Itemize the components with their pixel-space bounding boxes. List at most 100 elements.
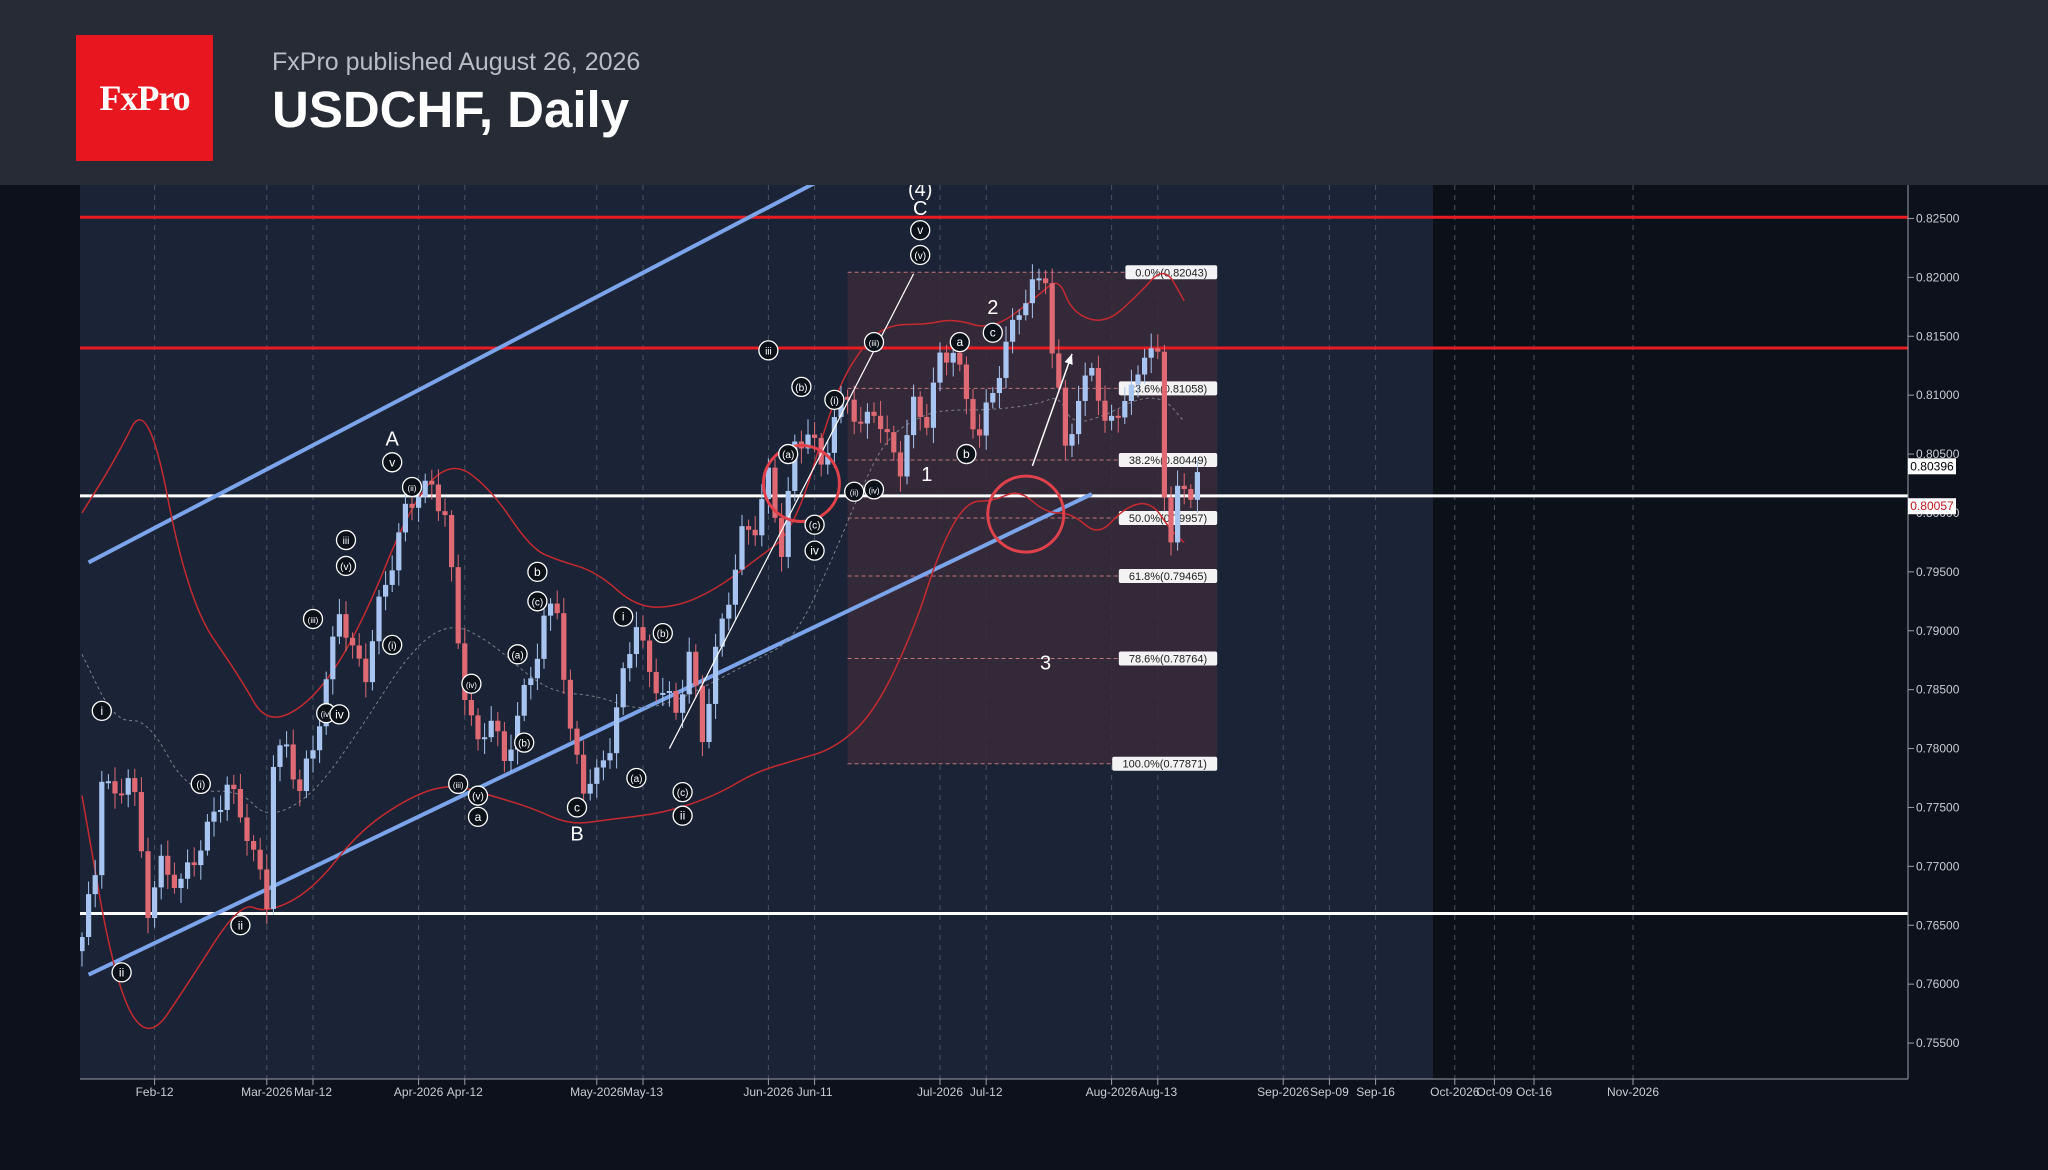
wave-label-circle (467, 806, 489, 828)
wave-label-circle (910, 244, 931, 266)
candle-body (554, 603, 560, 614)
candle-body (1023, 303, 1029, 316)
wave-label-circle (758, 340, 779, 361)
wave-label: c (574, 800, 580, 814)
candle-body (996, 377, 1002, 394)
wave-label-circle (329, 704, 350, 725)
x-tick-label: Apr-12 (447, 1085, 483, 1099)
candle-body (152, 887, 158, 919)
wave-label: (c) (809, 521, 821, 532)
candle-body (204, 821, 210, 851)
candle-body (409, 503, 415, 508)
candle-body (977, 429, 983, 436)
fibonacci-label-box (1118, 511, 1218, 526)
candle-body (911, 396, 917, 436)
candle-body (660, 692, 666, 695)
candle-body (475, 715, 481, 740)
candle-body (330, 636, 336, 680)
trend-zone (80, 185, 1433, 1079)
wave-label-circle (672, 781, 693, 803)
candle-body (317, 726, 323, 751)
x-tick-label: May-13 (623, 1085, 663, 1099)
wave-label: v (389, 455, 395, 469)
wave-label: ii (119, 965, 124, 979)
candle-body (284, 744, 290, 747)
wave-label: a (475, 810, 482, 824)
wave-label: a (956, 335, 963, 349)
y-tick-label: 0.82000 (1916, 270, 1960, 284)
candle-body (765, 467, 771, 500)
candle-body (627, 654, 633, 669)
candle-body (211, 811, 217, 822)
candle-body (237, 789, 243, 818)
candle-body (165, 855, 171, 875)
candle-body (1142, 357, 1148, 375)
candle-body (198, 850, 204, 866)
wave-label: c (990, 326, 996, 340)
wave-label: (v) (914, 251, 926, 262)
price-chart[interactable]: 0.0%(0.82043) 23.6%(0.81058) 38.2%(0.80449… (0, 185, 2048, 1170)
candle-body (897, 452, 903, 477)
candle-body (574, 728, 580, 755)
candle-body (614, 707, 620, 754)
wave-label-circle (507, 644, 528, 665)
candle-body (231, 784, 237, 790)
candle-body (719, 618, 725, 647)
fibonacci-label-box (1118, 568, 1218, 583)
candle-body (495, 720, 501, 732)
candle-body (383, 584, 389, 597)
candle-body (1168, 497, 1174, 543)
wave-label: ii (680, 809, 685, 823)
candle-body (1181, 485, 1187, 490)
candle-body (1122, 401, 1128, 418)
candle-body (1069, 434, 1075, 446)
candle-body (950, 352, 956, 363)
candle-body (218, 809, 224, 812)
fibonacci-label: 61.8%(0.79465) (1129, 571, 1207, 583)
candle-body (541, 615, 547, 659)
candle-body (442, 511, 448, 516)
candle-body (119, 793, 125, 796)
wave-label: (iii) (869, 339, 880, 348)
x-tick-label: Jul-12 (970, 1085, 1003, 1099)
candle-body (567, 679, 573, 729)
wave-label-circle (111, 962, 132, 983)
wave-label-circle (982, 322, 1003, 343)
wave-label-circle (527, 561, 548, 583)
candle-body (462, 643, 468, 700)
wave-label: (iii) (453, 781, 464, 790)
wave-label: (i) (196, 780, 205, 791)
candle-body (831, 417, 837, 453)
fibonacci-label: 0.0%(0.82043) (1135, 267, 1207, 279)
candle-body (449, 515, 455, 568)
candle-body (270, 766, 276, 909)
candle-body (858, 421, 864, 424)
fibonacci-label: 23.6%(0.81058) (1129, 383, 1207, 395)
candle-body (620, 668, 626, 708)
candle-body (1043, 278, 1049, 284)
wave-label-circle (824, 389, 845, 411)
candle-body (699, 685, 705, 743)
wave-labels: iii(i)ii(iii)(iv) iviii(v)(i)vA(ii)(iii)(… (91, 185, 1051, 983)
candle-body (746, 526, 752, 530)
fibonacci-label-box (1118, 651, 1218, 666)
candle-body (851, 399, 857, 422)
wave-label: iii (765, 346, 772, 357)
candle-body (640, 627, 646, 641)
x-tick-label: Jul-2026 (917, 1085, 963, 1099)
candle-body (1010, 319, 1016, 342)
candle-body (653, 671, 659, 694)
published-date: FxPro published August 26, 2026 (272, 48, 641, 76)
candle-body (482, 737, 488, 740)
candle-body (455, 567, 461, 644)
y-tick-label: 0.78500 (1916, 683, 1960, 697)
wave-label: (iv) (868, 486, 879, 495)
wave-label: (a) (782, 450, 794, 461)
candle-body (825, 452, 831, 465)
candle-body (343, 614, 349, 638)
x-tick-label: Oct-16 (1516, 1085, 1552, 1099)
candle-body (693, 651, 699, 686)
candle-body (891, 432, 897, 453)
candle-body (1175, 485, 1181, 543)
candle-body (1049, 283, 1055, 354)
